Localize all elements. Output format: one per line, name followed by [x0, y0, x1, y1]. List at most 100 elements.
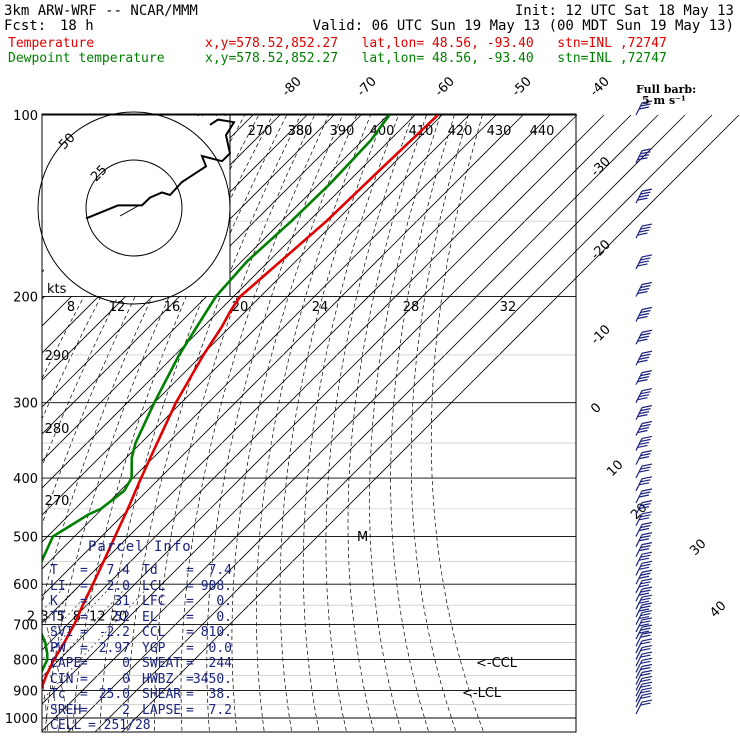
wind-barb-flag	[641, 476, 653, 480]
parcel-info-value: 7.2	[208, 702, 232, 718]
parcel-info-row: PW 2.97 YGP 0.0 = =	[50, 641, 236, 657]
wind-barb-flag	[637, 397, 648, 401]
wind-barb	[635, 692, 653, 708]
wind-barb-staff	[635, 678, 643, 691]
dry-adiabat-line	[430, 114, 484, 731]
parcel-info-key: Td	[142, 563, 158, 578]
mixing-ratio-line	[42, 584, 81, 626]
parcel-info-equals: =	[186, 687, 194, 702]
wind-barb-flag	[641, 370, 653, 374]
wind-barb	[635, 450, 653, 465]
wind-barb-flag	[638, 441, 650, 446]
init-time: Init: 12 UTC Sat 18 May 13	[514, 3, 734, 19]
isotherm-line	[42, 114, 470, 543]
parcel-info-equals: =	[186, 563, 194, 578]
wind-barb-flag	[637, 263, 648, 267]
isotherm-label: -80	[279, 74, 305, 100]
parcel-info-equals: =	[80, 702, 88, 718]
wind-barb-flag	[640, 702, 651, 706]
wind-barb-flag	[638, 600, 650, 604]
wind-barb-flag	[638, 616, 650, 620]
mixing-ratio-label: 2	[27, 610, 35, 625]
wind-barb-flag	[641, 435, 653, 440]
parcel-info-key: Tc	[50, 687, 66, 702]
parcel-info-key: SREH	[50, 702, 82, 718]
parcel-info-equals: =	[186, 594, 194, 609]
wind-barb	[635, 405, 653, 420]
wind-barb-staff	[635, 633, 643, 647]
wind-barb-flag	[640, 563, 651, 567]
wind-barb-flag	[638, 469, 650, 473]
wind-barb	[635, 638, 653, 654]
parcel-info-key: LCL	[142, 578, 166, 594]
wind-barb-flag	[638, 506, 650, 510]
wind-barb-flag	[641, 699, 653, 703]
parcel-info-value: 0.	[216, 609, 232, 625]
isotherm-line	[42, 114, 605, 678]
temperature-legend: Temperature	[8, 36, 95, 51]
wind-barb-flag	[641, 532, 653, 536]
wind-barb-flag	[641, 254, 653, 258]
parcel-info-equals: =	[80, 640, 88, 656]
parcel-info-value: 7.4	[208, 563, 232, 578]
speed-scale-label: 32	[500, 300, 517, 315]
wind-barb	[635, 675, 653, 691]
wind-barb-flag	[640, 678, 651, 682]
wind-barb-flag	[640, 466, 651, 470]
pressure-tick-label: 600	[13, 578, 38, 593]
isotherm-label: 30	[687, 537, 709, 559]
wind-barb	[635, 488, 653, 504]
wind-barb-flag	[637, 429, 648, 434]
wind-barb-flag	[640, 491, 651, 495]
wind-barb-flag	[638, 575, 650, 579]
dry-adiabat-line	[99, 114, 288, 731]
wind-barb-flag	[641, 511, 653, 515]
wind-barb-staff	[635, 653, 643, 667]
parcel-info-key: YGP	[142, 640, 166, 656]
parcel-info-value: 2.97	[98, 640, 130, 656]
dry-adiabat-line	[410, 114, 469, 731]
parcel-info-row: T 7.4 Td 7.4 = =	[50, 563, 236, 579]
parcel-info-equals: =	[186, 625, 194, 640]
dry-adiabat-line	[206, 114, 343, 731]
wind-barb-flag	[641, 188, 653, 192]
isotherm-label: 0	[588, 400, 604, 416]
wind-barb-flag	[640, 514, 651, 518]
theta-label: 290	[45, 349, 70, 364]
parcel-info-value: 810.	[200, 625, 232, 640]
wind-barb-flag	[641, 602, 653, 606]
dewpoint-location: x,y=578.52,852.27 lat,lon= 48.56, -93.40…	[205, 51, 667, 66]
dry-adiabat-line	[44, 114, 260, 731]
parcel-info-equals: =	[186, 671, 194, 687]
wind-barb	[635, 602, 653, 618]
wind-barb-flag	[641, 586, 653, 590]
wind-barb-flag	[637, 379, 648, 383]
wind-barb	[635, 586, 653, 602]
parcel-info-equals: =	[186, 578, 194, 594]
parcel-info-row: CIN 0 HWBZ 3450. = =	[50, 672, 236, 688]
theta-label: 270	[45, 494, 70, 509]
parcel-info-equals: =	[80, 563, 88, 578]
theta-label: 440	[530, 124, 555, 139]
forecast-hour: 18 h	[60, 18, 94, 34]
wind-barb-flag	[638, 376, 650, 380]
dry-adiabat-line	[325, 114, 413, 731]
isotherm-line	[42, 114, 362, 435]
parcel-info-key: EL	[142, 609, 158, 625]
pressure-tick-label: 500	[13, 530, 38, 545]
parcel-info-box: Parcel Info T 7.4 Td 7.4 = = LI 2.0 LCL 908. = = K 31…	[44, 537, 236, 733]
wind-barb	[635, 569, 653, 585]
wind-barb-staff	[635, 647, 643, 660]
parcel-info-value: 31	[114, 594, 130, 609]
wind-barb-flag	[640, 284, 651, 289]
wind-barb	[635, 100, 653, 116]
wind-barb-flag	[640, 572, 651, 576]
wind-barb-flag	[640, 554, 651, 558]
wind-barb-staff	[635, 660, 643, 673]
mixing-ratio-label: 12	[89, 610, 106, 625]
wind-barb-flag	[640, 524, 651, 529]
wind-barb-flag	[640, 684, 651, 688]
wind-barb	[635, 500, 653, 515]
speed-scale-label: 8	[67, 300, 75, 315]
wind-barb-flag	[637, 290, 648, 295]
